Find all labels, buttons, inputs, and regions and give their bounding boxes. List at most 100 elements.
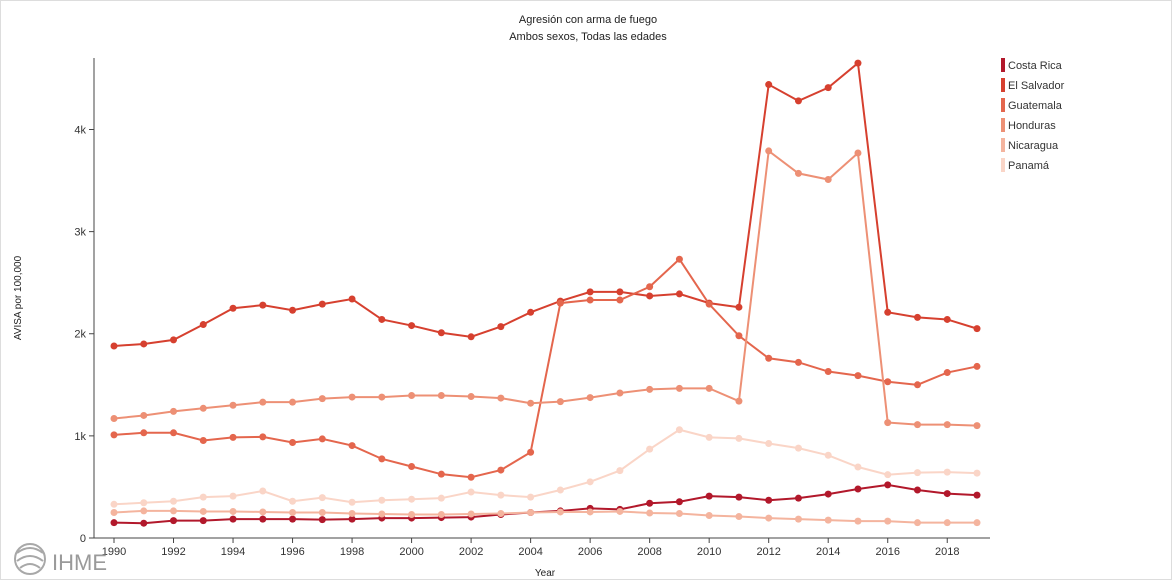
data-point[interactable] bbox=[824, 176, 832, 184]
data-point[interactable] bbox=[854, 372, 862, 380]
data-point[interactable] bbox=[705, 300, 713, 308]
data-point[interactable] bbox=[973, 422, 981, 430]
data-point[interactable] bbox=[259, 508, 267, 516]
series-line[interactable] bbox=[113, 509, 977, 524]
data-point[interactable] bbox=[140, 411, 148, 419]
data-point[interactable] bbox=[140, 507, 148, 515]
data-point[interactable] bbox=[884, 378, 892, 386]
data-point[interactable] bbox=[497, 466, 505, 474]
data-point[interactable] bbox=[765, 440, 773, 448]
data-point[interactable] bbox=[497, 323, 505, 331]
data-point[interactable] bbox=[408, 392, 416, 400]
data-point[interactable] bbox=[467, 510, 475, 518]
data-point[interactable] bbox=[348, 295, 356, 303]
data-point[interactable] bbox=[199, 321, 207, 329]
data-point[interactable] bbox=[437, 511, 445, 519]
data-point[interactable] bbox=[378, 315, 386, 323]
data-point[interactable] bbox=[497, 394, 505, 402]
data-point[interactable] bbox=[556, 398, 564, 406]
data-point[interactable] bbox=[199, 507, 207, 515]
data-point[interactable] bbox=[646, 292, 654, 300]
data-point[interactable] bbox=[824, 368, 832, 376]
data-point[interactable] bbox=[348, 509, 356, 517]
data-point[interactable] bbox=[408, 463, 416, 471]
data-point[interactable] bbox=[289, 497, 297, 505]
data-point[interactable] bbox=[467, 488, 475, 496]
data-point[interactable] bbox=[913, 469, 921, 477]
data-point[interactable] bbox=[318, 494, 326, 502]
data-point[interactable] bbox=[586, 478, 594, 486]
data-point[interactable] bbox=[854, 485, 862, 493]
data-point[interactable] bbox=[318, 435, 326, 443]
data-point[interactable] bbox=[735, 303, 743, 311]
data-point[interactable] bbox=[378, 496, 386, 504]
data-point[interactable] bbox=[913, 381, 921, 389]
data-point[interactable] bbox=[854, 463, 862, 471]
data-point[interactable] bbox=[765, 496, 773, 504]
data-point[interactable] bbox=[765, 514, 773, 522]
data-point[interactable] bbox=[556, 299, 564, 307]
data-point[interactable] bbox=[794, 169, 802, 177]
data-point[interactable] bbox=[824, 516, 832, 524]
data-point[interactable] bbox=[229, 401, 237, 409]
data-point[interactable] bbox=[170, 407, 178, 415]
data-point[interactable] bbox=[229, 492, 237, 500]
data-point[interactable] bbox=[348, 442, 356, 450]
data-point[interactable] bbox=[140, 429, 148, 437]
legend-item[interactable]: Guatemala bbox=[1001, 98, 1063, 112]
data-point[interactable] bbox=[289, 508, 297, 516]
data-point[interactable] bbox=[675, 290, 683, 298]
data-point[interactable] bbox=[110, 519, 118, 527]
data-point[interactable] bbox=[973, 469, 981, 477]
data-point[interactable] bbox=[586, 288, 594, 296]
data-point[interactable] bbox=[646, 509, 654, 517]
data-point[interactable] bbox=[259, 433, 267, 441]
data-point[interactable] bbox=[646, 445, 654, 453]
data-point[interactable] bbox=[705, 433, 713, 441]
data-point[interactable] bbox=[884, 419, 892, 427]
data-point[interactable] bbox=[289, 306, 297, 314]
data-point[interactable] bbox=[884, 471, 892, 479]
data-point[interactable] bbox=[378, 510, 386, 518]
data-point[interactable] bbox=[437, 494, 445, 502]
data-point[interactable] bbox=[675, 384, 683, 392]
series-line[interactable] bbox=[113, 257, 978, 479]
data-point[interactable] bbox=[616, 288, 624, 296]
data-point[interactable] bbox=[378, 455, 386, 463]
data-point[interactable] bbox=[289, 398, 297, 406]
series-line[interactable] bbox=[113, 61, 978, 347]
data-point[interactable] bbox=[943, 490, 951, 498]
data-point[interactable] bbox=[527, 493, 535, 501]
data-point[interactable] bbox=[408, 495, 416, 503]
data-point[interactable] bbox=[586, 296, 594, 304]
data-point[interactable] bbox=[318, 516, 326, 524]
data-point[interactable] bbox=[824, 84, 832, 92]
data-point[interactable] bbox=[854, 149, 862, 157]
data-point[interactable] bbox=[735, 513, 743, 521]
data-point[interactable] bbox=[527, 508, 535, 516]
data-point[interactable] bbox=[170, 517, 178, 525]
data-point[interactable] bbox=[646, 283, 654, 291]
data-point[interactable] bbox=[735, 397, 743, 405]
data-point[interactable] bbox=[318, 395, 326, 403]
data-point[interactable] bbox=[437, 470, 445, 478]
data-point[interactable] bbox=[437, 329, 445, 337]
data-point[interactable] bbox=[170, 507, 178, 515]
data-point[interactable] bbox=[140, 499, 148, 507]
data-point[interactable] bbox=[467, 333, 475, 341]
data-point[interactable] bbox=[229, 433, 237, 441]
data-point[interactable] bbox=[259, 515, 267, 523]
data-point[interactable] bbox=[586, 394, 594, 402]
data-point[interactable] bbox=[110, 431, 118, 439]
data-point[interactable] bbox=[229, 515, 237, 523]
data-point[interactable] bbox=[913, 519, 921, 527]
legend-item[interactable]: Panamá bbox=[1001, 158, 1050, 172]
data-point[interactable] bbox=[556, 508, 564, 516]
data-point[interactable] bbox=[110, 508, 118, 516]
data-point[interactable] bbox=[467, 473, 475, 481]
data-point[interactable] bbox=[794, 358, 802, 366]
data-point[interactable] bbox=[913, 486, 921, 494]
data-point[interactable] bbox=[110, 500, 118, 508]
data-point[interactable] bbox=[824, 490, 832, 498]
data-point[interactable] bbox=[527, 308, 535, 316]
